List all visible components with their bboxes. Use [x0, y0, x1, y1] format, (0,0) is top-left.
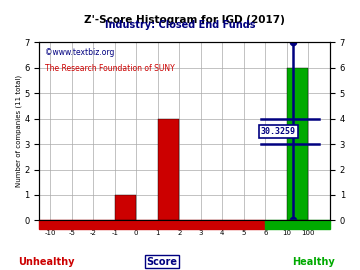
Text: 30.3259: 30.3259	[261, 127, 296, 136]
Bar	[265, 220, 330, 229]
Text: Healthy: Healthy	[292, 256, 334, 266]
Text: Unhealthy: Unhealthy	[19, 256, 75, 266]
Y-axis label: Number of companies (11 total): Number of companies (11 total)	[15, 75, 22, 187]
Text: The Research Foundation of SUNY: The Research Foundation of SUNY	[45, 64, 175, 73]
Bar	[115, 195, 136, 220]
Title: Z'-Score Histogram for IGD (2017): Z'-Score Histogram for IGD (2017)	[84, 15, 285, 25]
Text: Industry: Closed End Funds: Industry: Closed End Funds	[105, 20, 255, 30]
Bar	[39, 220, 265, 229]
Text: ©www.textbiz.org: ©www.textbiz.org	[45, 48, 114, 57]
Text: Score: Score	[147, 256, 177, 266]
Bar	[158, 119, 179, 220]
Bar	[287, 68, 309, 220]
